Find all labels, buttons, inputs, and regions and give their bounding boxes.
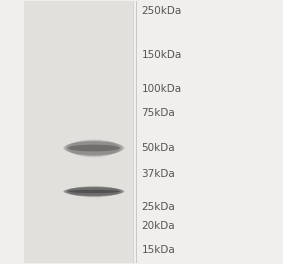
Ellipse shape: [65, 187, 122, 196]
Ellipse shape: [65, 187, 123, 196]
Ellipse shape: [65, 141, 123, 156]
Ellipse shape: [63, 187, 124, 196]
Ellipse shape: [64, 141, 124, 155]
Ellipse shape: [66, 187, 121, 197]
Ellipse shape: [67, 186, 121, 197]
Ellipse shape: [63, 141, 124, 155]
Text: 100kDa: 100kDa: [142, 84, 182, 94]
Text: 50kDa: 50kDa: [142, 143, 175, 153]
Ellipse shape: [65, 187, 123, 196]
Text: 25kDa: 25kDa: [142, 202, 175, 212]
Ellipse shape: [67, 186, 121, 197]
Ellipse shape: [68, 190, 120, 193]
Ellipse shape: [63, 142, 125, 155]
Ellipse shape: [65, 141, 122, 156]
Ellipse shape: [63, 187, 125, 196]
Ellipse shape: [68, 145, 120, 152]
Text: 37kDa: 37kDa: [142, 169, 175, 179]
Text: 250kDa: 250kDa: [142, 6, 182, 16]
Text: 75kDa: 75kDa: [142, 109, 175, 119]
Text: 150kDa: 150kDa: [142, 50, 182, 59]
Bar: [24, 1, 133, 263]
Ellipse shape: [64, 187, 124, 196]
Ellipse shape: [68, 186, 120, 197]
Ellipse shape: [66, 187, 122, 196]
Text: 15kDa: 15kDa: [142, 246, 175, 256]
Text: 20kDa: 20kDa: [142, 221, 175, 231]
Ellipse shape: [65, 141, 123, 156]
